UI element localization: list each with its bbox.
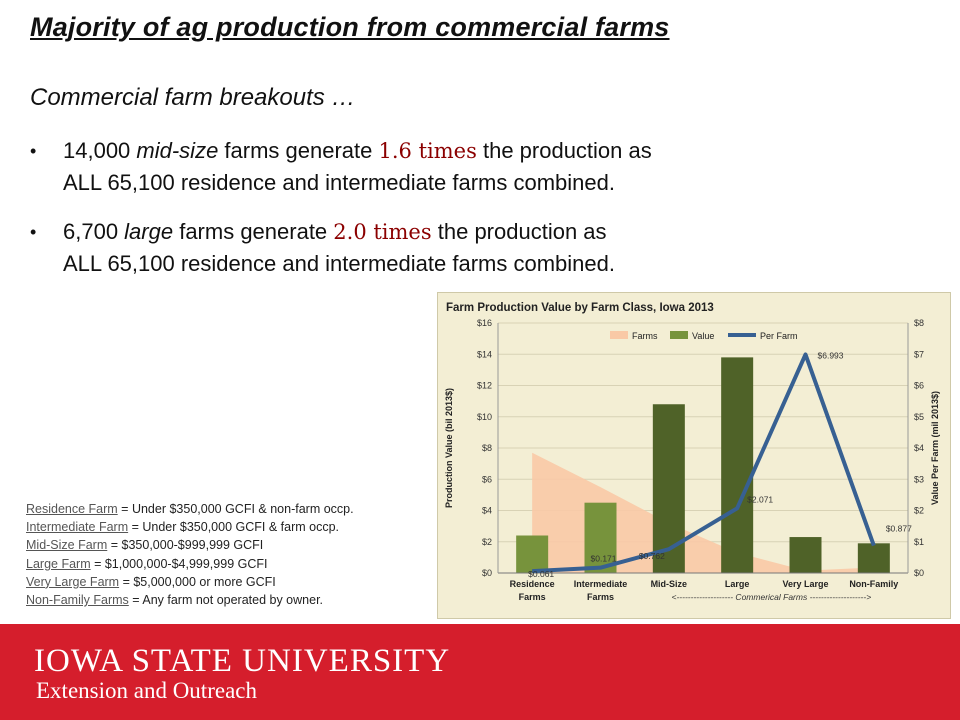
y2-tick-label: $2 [914, 506, 924, 516]
value-bar [721, 357, 754, 573]
definition-mid-size: Mid-Size Farm = $350,000-$999,999 GCFI [26, 538, 264, 553]
value-bar [857, 543, 890, 573]
slide-title: Majority of ag production from commercia… [30, 12, 670, 42]
chart-title: Farm Production Value by Farm Class, Iow… [446, 302, 714, 314]
y2-tick-label: $0 [914, 568, 924, 578]
legend-swatch-farms [610, 331, 628, 339]
x-tick-label: Farms [519, 592, 546, 602]
value-bar [789, 537, 822, 573]
y2-tick-label: $4 [914, 443, 924, 453]
y-tick-label: $8 [482, 443, 492, 453]
definition-residence: Residence Farm = Under $350,000 GCFI & n… [26, 502, 354, 516]
y-tick-label: $12 [477, 381, 492, 391]
per-farm-data-label: $6.993 [818, 350, 844, 360]
bullet-dot: • [30, 222, 37, 242]
per-farm-data-label: $0.171 [591, 554, 617, 564]
commercial-farms-bracket: <-------------------- Commerical Farms -… [672, 592, 872, 602]
production-chart: Farm Production Value by Farm Class, Iow… [444, 302, 940, 602]
extension-wordmark: Extension and Outreach [36, 678, 257, 703]
slide-subtitle: Commercial farm breakouts … [30, 84, 356, 111]
per-farm-line [532, 352, 876, 574]
x-tick-label: Large [725, 579, 750, 589]
definition-non-family: Non-Family Farms = Any farm not operated… [26, 593, 324, 608]
x-tick-label: Mid-Size [651, 579, 688, 589]
x-tick-label: Very Large [782, 579, 828, 589]
value-bar [584, 502, 617, 573]
x-tick-label: Non-Family [849, 579, 898, 589]
y-tick-label: $14 [477, 349, 492, 359]
y2-tick-label: $5 [914, 412, 924, 422]
definition-large: Large Farm = $1,000,000-$4,999,999 GCFI [26, 556, 268, 571]
y-tick-label: $0 [482, 568, 492, 578]
university-wordmark: IOWA STATE UNIVERSITY [34, 643, 451, 679]
y2-tick-label: $7 [914, 349, 924, 359]
bullet-text: 14,000 mid-size farms generate 1.6 times… [63, 138, 652, 195]
x-tick-label: Intermediate [574, 579, 628, 589]
y2-tick-label: $6 [914, 381, 924, 391]
y-axis-title: Production Value (bil 2013$) [444, 388, 454, 508]
per-farm-data-label: $0.877 [886, 524, 912, 534]
legend-label-per-farm: Per Farm [760, 331, 798, 341]
y-tick-label: $4 [482, 506, 492, 516]
x-tick-label: Residence [510, 579, 555, 589]
y-tick-label: $16 [477, 318, 492, 328]
value-bar [516, 535, 549, 573]
y2-axis-title: Value Per Farm (mil 2013$) [930, 391, 940, 505]
y2-tick-label: $8 [914, 318, 924, 328]
y-tick-label: $6 [482, 474, 492, 484]
per-farm-data-label: $0.061 [528, 569, 554, 579]
bullet-dot: • [30, 141, 37, 161]
definition-intermediate: Intermediate Farm = Under $350,000 GCFI … [26, 520, 339, 535]
farms-area [532, 452, 874, 573]
farm-definitions: Residence Farm = Under $350,000 GCFI & n… [26, 500, 354, 609]
definition-very-large: Very Large Farm = $5,000,000 or more GCF… [26, 574, 276, 589]
per-farm-data-label: $2.071 [747, 494, 773, 504]
legend-swatch-value [670, 331, 688, 339]
chart-panel: Farm Production Value by Farm Class, Iow… [437, 292, 951, 619]
y-tick-label: $2 [482, 537, 492, 547]
y2-tick-label: $1 [914, 537, 924, 547]
footer-bar [0, 624, 960, 720]
legend-label-farms: Farms [632, 331, 658, 341]
bullet-text: 6,700 large farms generate 2.0 times the… [63, 219, 615, 276]
legend-label-value: Value [692, 331, 714, 341]
x-tick-label: Farms [587, 592, 614, 602]
per-farm-data-label: $0.762 [639, 551, 665, 561]
y-tick-label: $10 [477, 412, 492, 422]
y2-tick-label: $3 [914, 474, 924, 484]
